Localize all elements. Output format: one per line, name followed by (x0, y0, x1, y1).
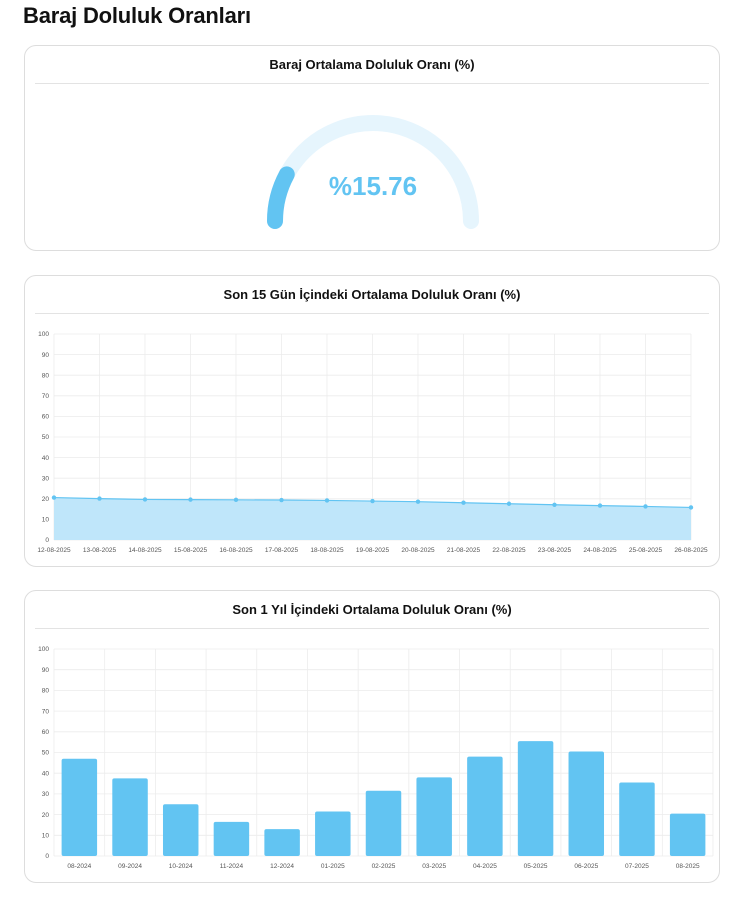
gauge-fill (267, 166, 295, 229)
bar-y-tick-label: 100 (38, 646, 49, 653)
line-x-tick-label: 18-08-2025 (310, 547, 344, 554)
data-point (597, 503, 603, 508)
line-x-tick-label: 25-08-2025 (629, 547, 663, 554)
line-y-tick-label: 30 (42, 475, 50, 482)
data-point (51, 495, 57, 500)
data-point (233, 497, 239, 503)
bar-x-tick-label: 03-2025 (422, 863, 446, 870)
data-point (461, 500, 466, 505)
line-title: Son 15 Gün İçindeki Ortalama Doluluk Ora… (223, 287, 521, 302)
bar-y-tick-label: 30 (42, 791, 50, 798)
data-point (506, 501, 512, 506)
bar-x-tick-label: 09-2024 (118, 863, 142, 870)
line-y-tick-label: 40 (42, 455, 50, 462)
bar-y-tick-label: 50 (42, 750, 50, 757)
bar-02-2025 (365, 790, 402, 856)
line-x-tick-label: 12-08-2025 (37, 547, 71, 554)
line-y-tick-label: 0 (45, 537, 49, 544)
bar-x-tick-label: 10-2024 (169, 863, 193, 870)
bar-y-tick-label: 10 (42, 833, 50, 840)
bar-y-tick-label: 0 (45, 853, 49, 860)
bar-title: Son 1 Yıl İçindeki Ortalama Doluluk Oran… (232, 602, 512, 617)
gauge-chart: %15.76 (267, 115, 479, 229)
bar-10-2024 (162, 804, 199, 856)
line-x-tick-label: 16-08-2025 (219, 547, 253, 554)
bar-04-2025 (467, 756, 503, 856)
line-y-tick-label: 20 (42, 496, 50, 503)
gauge-card: Baraj Ortalama Doluluk Oranı (%) %15.76 (24, 45, 720, 251)
bar-x-tick-label: 07-2025 (625, 863, 649, 870)
card-divider (35, 83, 709, 84)
line-x-tick-label: 23-08-2025 (538, 547, 572, 554)
data-point (643, 504, 648, 509)
bar-y-tick-label: 70 (42, 708, 50, 715)
line-x-tick-label: 24-08-2025 (583, 547, 617, 554)
bar-08-2024 (61, 758, 98, 856)
data-point (688, 505, 694, 510)
bar-x-tick-label: 05-2025 (524, 863, 548, 870)
card-divider (35, 313, 709, 314)
line-x-tick-label: 17-08-2025 (265, 547, 299, 554)
bar-x-tick-label: 12-2024 (270, 863, 294, 870)
line-x-tick-label: 19-08-2025 (356, 547, 390, 554)
bar-08-2025 (669, 813, 706, 856)
bar-x-tick-label: 11-2024 (220, 863, 244, 870)
data-point (370, 498, 375, 504)
data-point (324, 498, 330, 503)
page-title: Baraj Doluluk Oranları (23, 3, 251, 28)
line-y-tick-label: 60 (42, 414, 50, 421)
bar-09-2024 (112, 778, 148, 856)
data-point (142, 497, 148, 502)
bar-x-tick-label: 08-2024 (67, 863, 91, 870)
line-x-tick-label: 22-08-2025 (492, 547, 526, 554)
bar-card: Son 1 Yıl İçindeki Ortalama Doluluk Oran… (24, 590, 720, 883)
line-y-tick-label: 90 (42, 352, 50, 359)
area-fill (54, 497, 691, 540)
line-y-tick-label: 50 (42, 434, 50, 441)
bar-x-tick-label: 04-2025 (473, 863, 497, 870)
data-point (552, 502, 557, 507)
data-point (415, 499, 421, 504)
line-chart: 0 10 20 30 40 50 60 70 80 90 100 12-08-2025 13-08-20… (37, 331, 708, 554)
bar-x-tick-label: 08-2025 (676, 863, 700, 870)
data-point (97, 496, 102, 501)
bar-x-tick-label: 02-2025 (372, 863, 396, 870)
line-x-tick-label: 15-08-2025 (174, 547, 208, 554)
line-x-tick-label: 13-08-2025 (83, 547, 117, 554)
line-y-tick-label: 10 (42, 517, 50, 524)
gauge-value: %15.76 (329, 171, 417, 201)
bar-05-2025 (517, 741, 554, 856)
bar-y-tick-label: 20 (42, 812, 50, 819)
data-point (279, 497, 284, 503)
bar-y-tick-label: 80 (42, 688, 50, 695)
gauge-title: Baraj Ortalama Doluluk Oranı (%) (269, 57, 475, 72)
bar-01-2025 (315, 811, 351, 856)
line-card: Son 15 Gün İçindeki Ortalama Doluluk Ora… (24, 275, 720, 567)
bar-07-2025 (619, 782, 655, 856)
line-y-tick-label: 70 (42, 393, 50, 400)
bar-x-tick-label: 06-2025 (574, 863, 598, 870)
bar-y-tick-label: 90 (42, 667, 50, 674)
bar-chart: 0 10 20 30 40 50 60 70 80 90 100 08-2024 09-2024 10-2… (38, 646, 714, 870)
bar-06-2025 (568, 751, 605, 856)
bar-y-tick-label: 60 (42, 729, 50, 736)
line-y-tick-label: 100 (38, 331, 49, 338)
bar-11-2024 (213, 821, 250, 856)
line-x-tick-label: 21-08-2025 (447, 547, 481, 554)
line-x-tick-label: 20-08-2025 (401, 547, 435, 554)
bar-y-tick-label: 40 (42, 770, 50, 777)
line-x-tick-label: 26-08-2025 (674, 547, 708, 554)
bar-12-2024 (264, 829, 300, 856)
line-y-tick-label: 80 (42, 372, 50, 379)
bar-03-2025 (416, 777, 452, 856)
line-x-tick-label: 14-08-2025 (128, 547, 162, 554)
bar-x-tick-label: 01-2025 (321, 863, 345, 870)
card-divider (35, 628, 709, 629)
data-point (188, 497, 193, 502)
